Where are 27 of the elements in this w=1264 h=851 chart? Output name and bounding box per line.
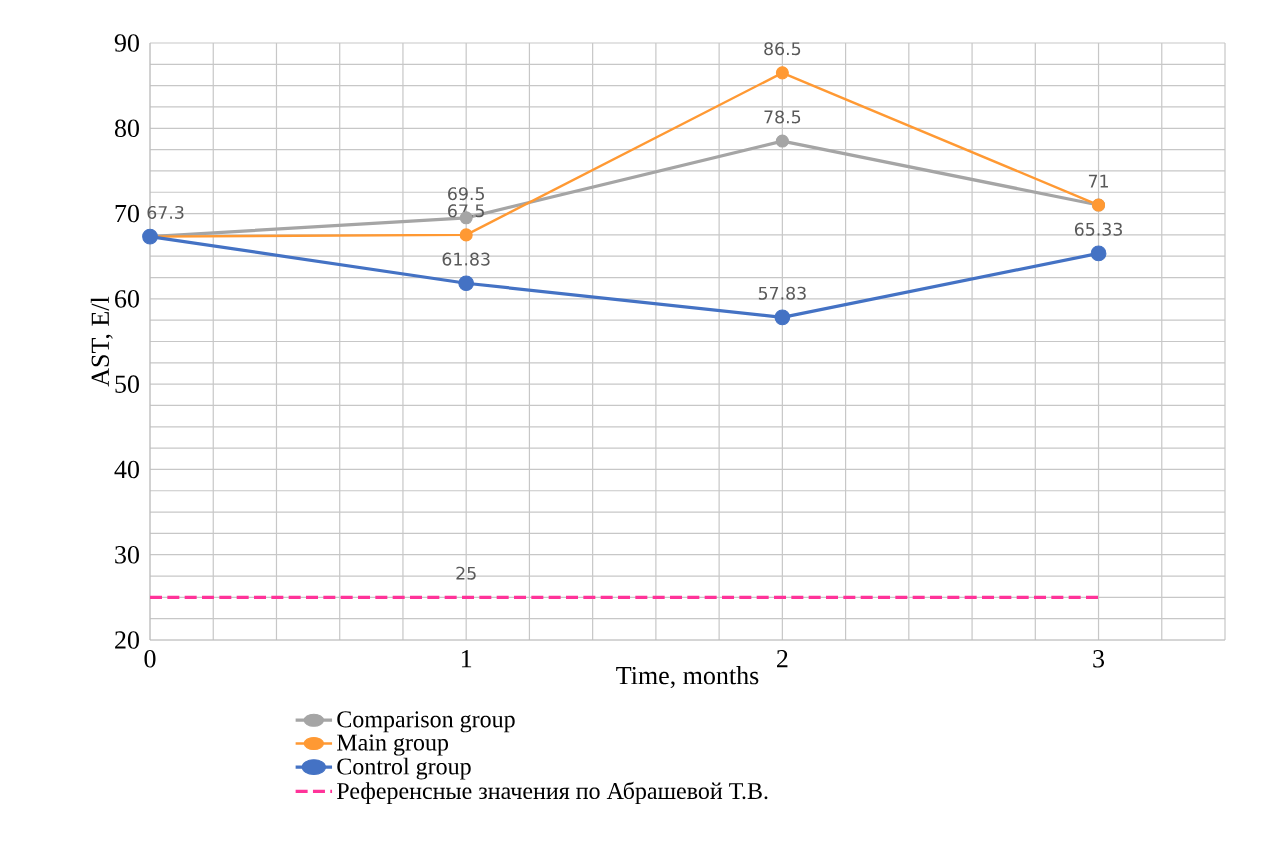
x-axis-title: Time, months [616,666,759,689]
y-tick-label: 70 [115,204,139,223]
y-axis-title: AST, E/l [90,296,113,387]
data-label: 86.5 [764,42,801,56]
y-tick-label: 90 [114,34,139,52]
data-label: 25 [456,566,476,580]
data-label: 67.3 [147,205,184,220]
data-label: 78.5 [764,110,801,124]
data-label: 57.83 [758,286,806,300]
y-tick-label: 60 [115,290,139,308]
x-tick-label: 0 [144,650,156,668]
y-tick-label: 30 [115,545,139,564]
data-label: 71 [1088,174,1108,188]
x-tick-label: 2 [777,650,788,668]
x-tick-label: 1 [461,650,472,668]
data-label: 61.83 [442,252,490,266]
y-tick-label: 50 [115,375,139,393]
legend-label: Референсные значения по Абрашевой Т.В. [337,781,768,804]
data-label: 69.5 [448,187,484,201]
legend-label: Comparison group [337,711,515,733]
y-tick-label: 80 [114,119,139,138]
data-label: 65.33 [1074,222,1122,236]
legend-label: Main group [337,734,449,756]
y-tick-label: 20 [115,631,139,649]
x-tick-label: 3 [1093,650,1105,668]
y-tick-label: 40 [114,460,139,479]
legend-label: Control group [337,757,471,780]
